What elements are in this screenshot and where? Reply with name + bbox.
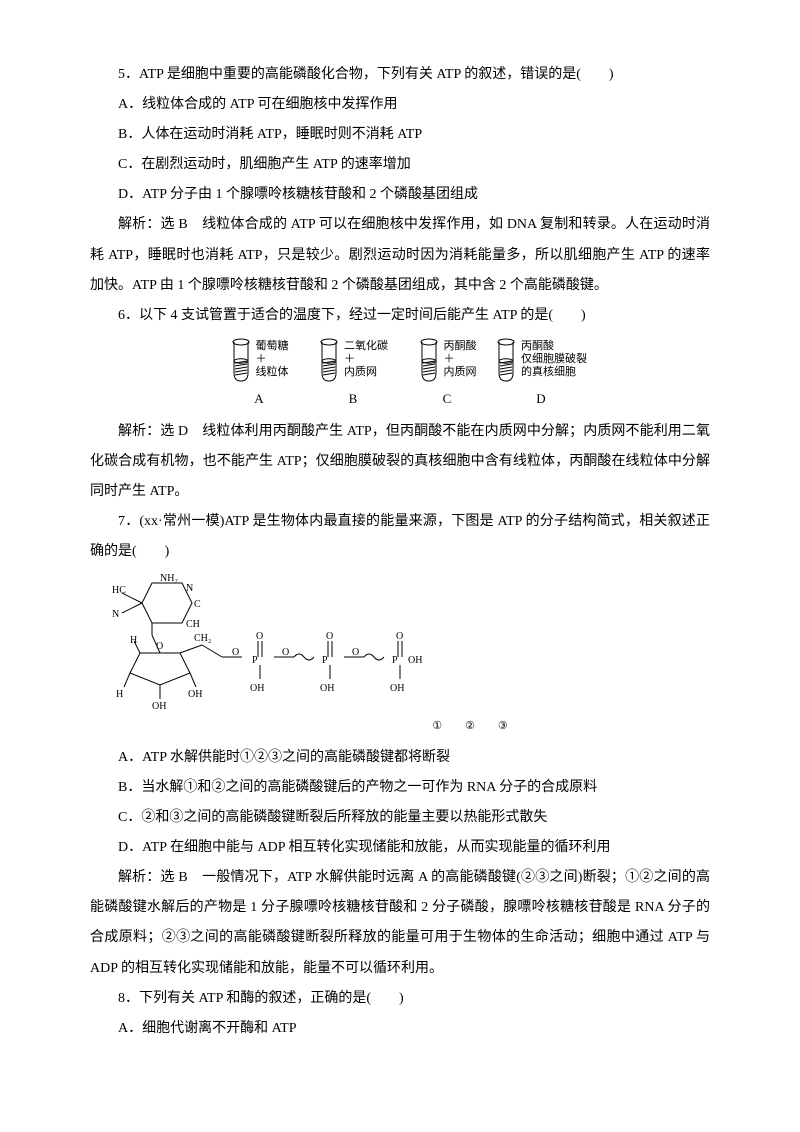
q7-figure: NH₂ HC N C CH N O H H OH OH CH₂ O O P OH… — [90, 573, 710, 739]
q7-option-c: C．②和③之间的高能磷酸键断裂后所释放的能量主要以热能形式散失 — [90, 803, 710, 833]
q5-option-c: C．在剧烈运动时，肌细胞产生 ATP 的速率增加 — [90, 150, 710, 180]
q7-option-b: B．当水解①和②之间的高能磷酸键后的产物之一可作为 RNA 分子的合成原料 — [90, 773, 710, 803]
test-tube-icon — [418, 337, 440, 383]
label-o1t: O — [256, 631, 263, 642]
label-h1: H — [130, 635, 137, 646]
q8-stem: 8．下列有关 ATP 和酶的叙述，正确的是( ) — [90, 984, 710, 1014]
tube-label: 丙酮酸 ＋ 内质网 — [444, 340, 477, 380]
atp-circle-labels: ① ② ③ — [210, 715, 710, 739]
label-ch2: CH₂ — [194, 633, 211, 644]
label-ch: CH — [186, 619, 200, 630]
q5-option-d: D．ATP 分子由 1 个腺嘌呤核糖核苷酸和 2 个磷酸基团组成 — [90, 180, 710, 210]
tubes-row: 葡萄糖 ＋ 线粒体 A 二氧化碳 ＋ 内质网 B 丙酮酸 ＋ 内质网 C 丙酮酸 仅细胞膜破… — [222, 337, 578, 413]
atp-structure-svg: NH₂ HC N C CH N O H H OH OH CH₂ O O P OH… — [90, 573, 430, 713]
tube-label: 葡萄糖 ＋ 线粒体 — [256, 340, 289, 380]
q6-figure: 葡萄糖 ＋ 线粒体 A 二氧化碳 ＋ 内质网 B 丙酮酸 ＋ 内质网 C 丙酮酸 仅细胞膜破… — [90, 337, 710, 413]
q7-stem: 7．(xx·常州一模)ATP 是生物体内最直接的能量来源，下图是 ATP 的分子… — [90, 507, 710, 567]
tube-letter: D — [536, 385, 545, 413]
label-p3: P — [392, 655, 398, 666]
label-oh2: OH — [188, 689, 202, 700]
test-tube-icon — [318, 337, 340, 383]
label-o3t: O — [396, 631, 403, 642]
label-o-ring: O — [156, 641, 163, 652]
tube-d: 丙酮酸 仅细胞膜破裂 的真核细胞D — [504, 337, 578, 413]
label-hc: HC — [112, 585, 126, 596]
q6-explanation: 解析：选 D 线粒体利用丙酮酸产生 ATP，但丙酮酸不能在内质网中分解；内质网不… — [90, 417, 710, 507]
tube-b: 二氧化碳 ＋ 内质网 B — [316, 337, 390, 413]
label-nh2: NH₂ — [160, 573, 178, 584]
q7-explanation: 解析：选 B 一般情况下，ATP 水解供能时远离 A 的高能磷酸键(②③之间)断… — [90, 863, 710, 983]
q6-stem: 6．以下 4 支试管置于适合的温度下，经过一定时间后能产生 ATP 的是( ) — [90, 301, 710, 331]
label-n: N — [186, 583, 193, 594]
tube-letter: A — [254, 385, 263, 413]
q7-option-d: D．ATP 在细胞中能与 ADP 相互转化实现储能和放能，从而实现能量的循环利用 — [90, 833, 710, 863]
label-oh6: OH — [390, 683, 404, 694]
label-o1: O — [232, 647, 239, 658]
label-n2: N — [112, 609, 119, 620]
label-h2: H — [116, 689, 123, 700]
tube-c: 丙酮酸 ＋ 内质网 C — [410, 337, 484, 413]
test-tube-icon — [495, 337, 517, 383]
tube-a: 葡萄糖 ＋ 线粒体 A — [222, 337, 296, 413]
test-tube-icon — [230, 337, 252, 383]
tube-label: 丙酮酸 仅细胞膜破裂 的真核细胞 — [521, 340, 587, 380]
tube-letter: B — [349, 385, 358, 413]
q5-option-a: A．线粒体合成的 ATP 可在细胞核中发挥作用 — [90, 90, 710, 120]
label-p2: P — [322, 655, 328, 666]
q5-stem: 5．ATP 是细胞中重要的高能磷酸化合物，下列有关 ATP 的叙述，错误的是( … — [90, 60, 710, 90]
q5-explanation: 解析：选 B 线粒体合成的 ATP 可以在细胞核中发挥作用，如 DNA 复制和转… — [90, 210, 710, 300]
label-o3: O — [352, 647, 359, 658]
label-p1: P — [252, 655, 258, 666]
q7-option-a: A．ATP 水解供能时①②③之间的高能磷酸键都将断裂 — [90, 743, 710, 773]
label-o2: O — [282, 647, 289, 658]
document-page: 5．ATP 是细胞中重要的高能磷酸化合物，下列有关 ATP 的叙述，错误的是( … — [0, 0, 800, 1084]
label-o2t: O — [326, 631, 333, 642]
label-oh3: OH — [250, 683, 264, 694]
q8-option-a: A．细胞代谢离不开酶和 ATP — [90, 1014, 710, 1044]
tube-label: 二氧化碳 ＋ 内质网 — [344, 340, 388, 380]
label-oh4: OH — [320, 683, 334, 694]
label-c: C — [194, 599, 201, 610]
label-oh5: OH — [408, 655, 422, 666]
label-oh1: OH — [152, 701, 166, 712]
tube-letter: C — [443, 385, 452, 413]
q5-option-b: B．人体在运动时消耗 ATP，睡眠时则不消耗 ATP — [90, 120, 710, 150]
